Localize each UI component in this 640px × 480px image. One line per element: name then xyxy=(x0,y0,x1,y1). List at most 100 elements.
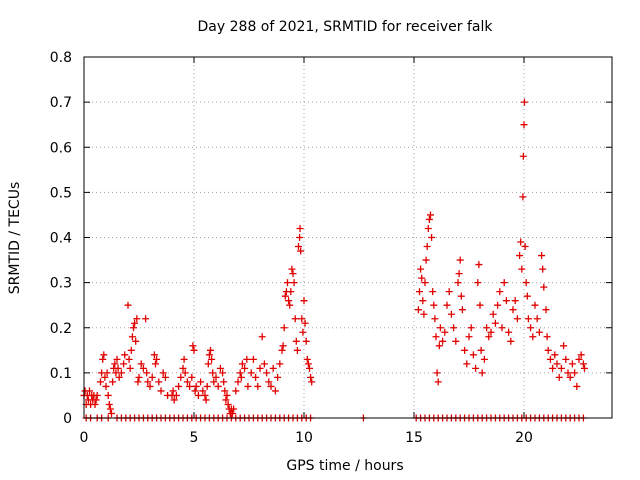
y-tick-label: 0 xyxy=(63,411,72,427)
data-point xyxy=(280,324,288,332)
data-point xyxy=(220,378,228,386)
y-tick-label: 0.3 xyxy=(50,276,72,292)
data-point xyxy=(121,351,129,359)
x-tick-label: 15 xyxy=(405,430,423,446)
data-point xyxy=(302,337,310,345)
plot-frame xyxy=(83,56,613,419)
data-point xyxy=(113,355,121,363)
data-point xyxy=(546,355,554,363)
data-point xyxy=(496,288,504,296)
data-point xyxy=(566,373,574,381)
data-point xyxy=(105,400,113,408)
data-point xyxy=(290,279,298,287)
data-point xyxy=(124,301,132,309)
data-point xyxy=(422,256,430,264)
data-point xyxy=(232,387,240,395)
data-point xyxy=(425,215,433,223)
data-point xyxy=(564,369,572,377)
data-point xyxy=(179,364,187,372)
x-tick-label: 10 xyxy=(295,430,313,446)
data-point xyxy=(432,333,440,341)
data-point xyxy=(524,315,532,323)
data-point xyxy=(133,315,141,323)
data-point xyxy=(456,256,464,264)
y-tick-label: 0.8 xyxy=(50,50,72,66)
y-tick-label: 0.1 xyxy=(50,366,72,382)
data-point xyxy=(126,364,134,372)
data-point xyxy=(474,279,482,287)
data-point xyxy=(485,333,493,341)
data-point xyxy=(527,324,535,332)
data-point xyxy=(293,346,301,354)
data-point xyxy=(127,346,135,354)
data-point xyxy=(222,396,230,404)
data-point xyxy=(463,360,471,368)
chart-title: Day 288 of 2021, SRMTID for receiver fal… xyxy=(198,19,494,35)
data-point xyxy=(157,387,165,395)
data-point xyxy=(457,292,465,300)
data-point xyxy=(430,301,438,309)
data-point xyxy=(507,337,515,345)
data-point xyxy=(476,301,484,309)
data-point xyxy=(201,391,209,399)
data-point xyxy=(487,328,495,336)
data-point xyxy=(256,364,264,372)
data-point xyxy=(303,355,311,363)
data-point xyxy=(144,378,152,386)
data-point xyxy=(489,310,497,318)
data-point xyxy=(469,351,477,359)
data-point xyxy=(417,265,425,273)
data-point xyxy=(551,351,559,359)
data-point xyxy=(553,360,561,368)
data-point xyxy=(416,288,423,296)
x-tick-label: 20 xyxy=(515,430,533,446)
data-point xyxy=(93,391,101,399)
data-point xyxy=(557,364,565,372)
data-point xyxy=(555,373,563,381)
data-point xyxy=(285,297,293,305)
y-tick-label: 0.6 xyxy=(50,140,72,156)
data-point xyxy=(539,265,547,273)
y-tick-label: 0.7 xyxy=(50,95,72,111)
data-point xyxy=(455,270,463,278)
data-point xyxy=(298,315,306,323)
data-point xyxy=(427,211,434,219)
data-point xyxy=(258,333,266,341)
data-point xyxy=(540,283,548,291)
x-tick-label: 0 xyxy=(80,430,89,446)
data-point xyxy=(177,373,185,381)
data-point xyxy=(134,378,142,386)
data-point xyxy=(237,373,245,381)
data-point xyxy=(420,310,428,318)
data-point xyxy=(97,378,104,386)
data-point xyxy=(478,369,486,377)
data-point xyxy=(568,360,576,368)
data-point xyxy=(265,378,273,386)
data-point xyxy=(234,378,242,386)
data-point xyxy=(500,279,508,287)
data-points xyxy=(80,98,588,422)
data-point xyxy=(244,382,252,390)
data-point xyxy=(267,382,275,390)
data-point xyxy=(219,369,227,377)
data-point xyxy=(519,193,527,201)
data-point xyxy=(286,301,294,309)
data-point xyxy=(542,306,550,314)
data-point xyxy=(108,409,115,417)
data-point xyxy=(221,387,229,395)
data-point xyxy=(292,337,300,345)
data-point xyxy=(549,364,557,372)
data-point xyxy=(307,373,315,381)
data-point xyxy=(181,369,189,377)
data-point xyxy=(243,355,251,363)
data-point xyxy=(175,382,183,390)
data-point xyxy=(522,279,530,287)
data-point xyxy=(535,328,543,336)
data-point xyxy=(480,355,488,363)
data-point xyxy=(513,315,521,323)
data-point xyxy=(146,382,154,390)
data-point xyxy=(297,247,305,255)
data-point xyxy=(562,355,570,363)
data-point xyxy=(445,288,453,296)
data-point xyxy=(428,234,436,241)
